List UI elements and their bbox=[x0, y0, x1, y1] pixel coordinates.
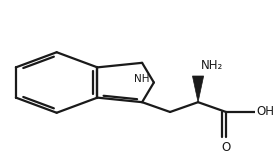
Text: OH: OH bbox=[257, 105, 274, 118]
Polygon shape bbox=[192, 76, 204, 102]
Text: NH₂: NH₂ bbox=[200, 59, 223, 72]
Text: O: O bbox=[221, 141, 231, 154]
Text: NH: NH bbox=[134, 74, 150, 84]
